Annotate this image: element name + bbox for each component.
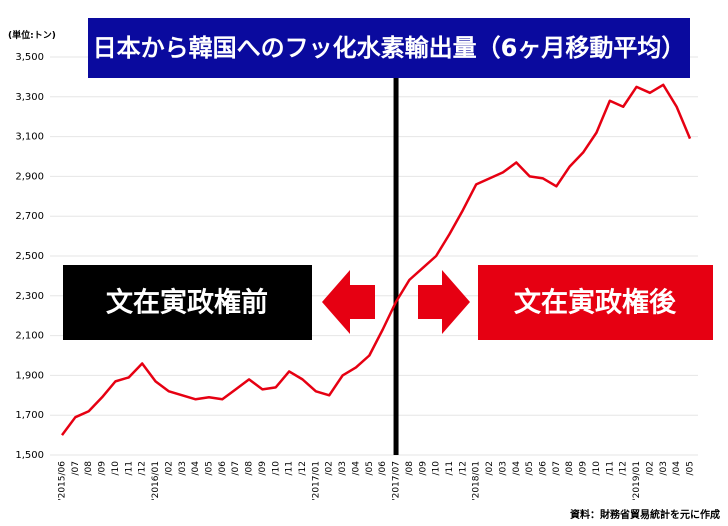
x-tick-label: /07 xyxy=(71,461,81,475)
x-tick-label: /11 xyxy=(285,461,295,475)
x-tick-label: /02 xyxy=(325,461,335,475)
x-tick-label: /03 xyxy=(659,461,669,475)
x-tick-label: '2018/01 xyxy=(472,461,482,501)
x-tick-label: /12 xyxy=(458,461,468,475)
x-tick-label: '2015/06 xyxy=(58,461,68,501)
x-tick-label: /06 xyxy=(218,461,228,476)
y-tick-label: 3,300 xyxy=(15,92,44,103)
x-tick-label: '2019/01 xyxy=(632,461,642,501)
x-tick-label: /05 xyxy=(204,461,214,475)
y-tick-label: 1,900 xyxy=(15,370,44,381)
x-tick-label: /06 xyxy=(378,461,388,476)
x-tick-label: /09 xyxy=(258,461,268,476)
x-tick-label: /05 xyxy=(525,461,535,475)
annotation: 文在寅政権後 xyxy=(514,287,677,319)
arrow-right xyxy=(418,270,470,334)
annotation: 文在寅政権前 xyxy=(106,287,268,319)
x-tick-label: /10 xyxy=(271,461,281,476)
x-tick-label: /02 xyxy=(164,461,174,475)
x-tick-label: /10 xyxy=(592,461,602,476)
arrow-left xyxy=(322,270,375,334)
x-tick-label: /11 xyxy=(124,461,134,475)
x-tick-label: /11 xyxy=(605,461,615,475)
x-tick-label: /05 xyxy=(365,461,375,475)
x-tick-label: /12 xyxy=(138,461,148,475)
x-tick-label: /04 xyxy=(672,461,682,476)
x-tick-label: /10 xyxy=(432,461,442,476)
y-tick-label: 2,500 xyxy=(15,251,44,262)
y-tick-label: 2,100 xyxy=(15,331,44,342)
x-tick-label: /08 xyxy=(565,461,575,476)
x-tick-label: '2016/01 xyxy=(151,461,161,501)
y-tick-label: 1,700 xyxy=(15,410,44,421)
y-tick-label: 3,100 xyxy=(15,132,44,143)
y-tick-label: 2,300 xyxy=(15,291,44,302)
x-tick-label: /07 xyxy=(231,461,241,475)
x-tick-label: /12 xyxy=(298,461,308,475)
x-tick-label: /09 xyxy=(98,461,108,476)
source: 資料：財務省貿易統計を元に作成 xyxy=(570,508,720,521)
x-tick-label: /05 xyxy=(686,461,696,475)
x-tick-label: /06 xyxy=(539,461,549,476)
chart-title: 日本から韓国へのフッ化水素輸出量（6ヶ月移動平均） xyxy=(93,34,686,62)
x-tick-label: /08 xyxy=(245,461,255,476)
y-tick-label: 2,700 xyxy=(15,211,44,222)
x-tick-label: /09 xyxy=(579,461,589,476)
title-banner xyxy=(88,18,690,78)
x-tick-label: /08 xyxy=(84,461,94,476)
annotation-box xyxy=(63,265,312,340)
x-tick-label: /12 xyxy=(619,461,629,475)
y-tick-label: 3,500 xyxy=(15,52,44,63)
x-tick-label: /04 xyxy=(351,461,361,476)
x-tick-label: /03 xyxy=(178,461,188,475)
x-tick-label: /11 xyxy=(445,461,455,475)
x-tick-label: /02 xyxy=(645,461,655,475)
x-tick-label: /04 xyxy=(512,461,522,476)
unit-label: (単位:トン) xyxy=(8,29,56,41)
annotation-box xyxy=(478,265,713,340)
y-tick-label: 1,500 xyxy=(15,450,44,461)
x-tick-label: '2017/07 xyxy=(392,461,402,501)
x-tick-label: /09 xyxy=(418,461,428,476)
x-tick-label: /10 xyxy=(111,461,121,476)
grid: 1,500 1,700 1,900 2,100 2,300 2,500 2,700 2,900… xyxy=(15,52,698,461)
data-line xyxy=(60,83,692,436)
x-tick-label: /04 xyxy=(191,461,201,476)
x-tick-label: /02 xyxy=(485,461,495,475)
x-tick-label: /08 xyxy=(405,461,415,476)
x-tick-label: /03 xyxy=(498,461,508,475)
x-tick-label: /07 xyxy=(552,461,562,475)
y-tick-label: 2,900 xyxy=(15,171,44,182)
x-tick-label: '2017/01 xyxy=(311,461,321,501)
x-tick-label: /03 xyxy=(338,461,348,475)
